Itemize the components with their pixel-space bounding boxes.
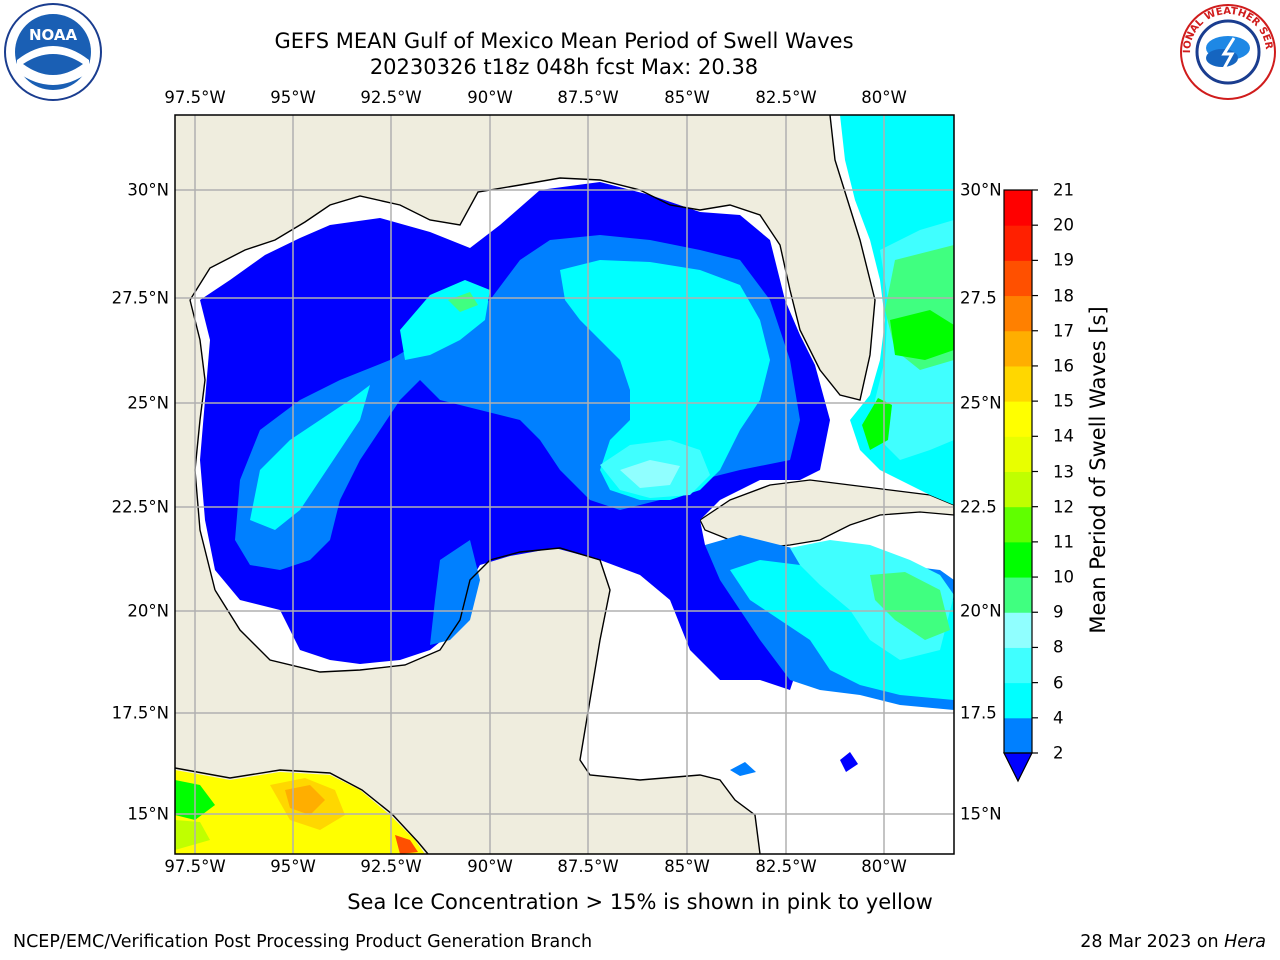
lon-tick-bottom: 90°W — [467, 857, 513, 876]
colorbar-tick-label: 15 — [1053, 391, 1074, 411]
colorbar-tick-label: 8 — [1053, 637, 1064, 657]
colorbar-tick-label: 4 — [1053, 708, 1064, 728]
colorbar-tick-label: 9 — [1053, 602, 1064, 622]
chart-title: GEFS MEAN Gulf of Mexico Mean Period of … — [274, 29, 854, 53]
lon-tick-bottom: 92.5°W — [360, 857, 422, 876]
colorbar-segment — [1004, 682, 1032, 719]
lat-tick-left: 20°N — [127, 601, 169, 621]
colorbar-tick-label: 11 — [1053, 532, 1074, 552]
colorbar-tick-label: 10 — [1053, 567, 1074, 587]
lon-tick-top: 85°W — [664, 88, 710, 107]
gridlines — [175, 115, 954, 854]
noaa-logo-icon: NOAA — [4, 3, 102, 101]
lon-tick-top: 97.5°W — [164, 88, 226, 107]
colorbar-segment — [1004, 401, 1032, 437]
colorbar-label: Mean Period of Swell Waves [s] — [1086, 306, 1110, 634]
lat-tick-left: 17.5°N — [111, 703, 169, 723]
colorbar-tick-label: 16 — [1053, 356, 1074, 376]
nws-logo-icon: NATIONAL WEATHER SERVICE — [1178, 2, 1276, 100]
nws-logo: NATIONAL WEATHER SERVICE — [1178, 2, 1278, 102]
map-layer — [175, 115, 954, 854]
colorbar-segment — [1004, 436, 1032, 472]
colorbar-tick-label: 14 — [1053, 426, 1074, 446]
lon-tick-top: 82.5°W — [755, 88, 817, 107]
colorbar-segment — [1004, 190, 1032, 226]
svg-text:NOAA: NOAA — [29, 26, 78, 44]
colorbar-segment — [1004, 225, 1032, 261]
lat-tick-right: 17.5 — [960, 703, 997, 723]
colorbar-segment — [1004, 541, 1032, 578]
colorbar-segment — [1004, 506, 1032, 543]
colorbar-tick-label: 18 — [1053, 286, 1074, 306]
noaa-logo: NOAA — [3, 2, 103, 102]
credit-right: 28 Mar 2023 on Hera — [1080, 932, 1266, 952]
lat-tick-left: 22.5°N — [111, 497, 169, 517]
credit-host: Hera — [1224, 932, 1266, 952]
lon-tick-top: 92.5°W — [360, 88, 422, 107]
colorbar-extend-min — [1003, 752, 1033, 783]
lat-tick-left: 30°N — [127, 180, 169, 200]
colorbar-tick-label: 6 — [1053, 673, 1064, 693]
colorbar-segment — [1004, 717, 1032, 754]
colorbar-tick-label: 17 — [1053, 321, 1074, 341]
lat-tick-left: 15°N — [127, 804, 169, 824]
lat-tick-left: 27.5°N — [111, 288, 169, 308]
chart-subtitle: 20230326 t18z 048h fcst Max: 20.38 — [369, 55, 759, 79]
colorbar-tick-label: 19 — [1053, 250, 1074, 270]
colorbar — [1003, 189, 1038, 783]
footnote: Sea Ice Concentration > 15% is shown in … — [0, 890, 1280, 914]
colorbar-tick-label: 2 — [1053, 743, 1064, 763]
map-frame — [174, 114, 955, 855]
lat-tick-right: 15°N — [960, 804, 1002, 824]
colorbar-segment — [1004, 647, 1032, 684]
lat-tick-right: 22.5 — [960, 497, 997, 517]
lat-tick-left: 25°N — [127, 393, 169, 413]
colorbar-segment — [1004, 330, 1032, 367]
colorbar-segment — [1004, 577, 1032, 613]
credit-left: NCEP/EMC/Verification Post Processing Pr… — [13, 932, 593, 952]
colorbar-segment — [1004, 295, 1032, 332]
credit-date: 28 Mar 2023 on — [1080, 932, 1225, 952]
lon-tick-bottom: 97.5°W — [164, 857, 226, 876]
lat-tick-right: 20°N — [960, 601, 1002, 621]
lon-tick-bottom: 80°W — [861, 857, 907, 876]
lat-tick-right: 27.5 — [960, 288, 997, 308]
colorbar-tick-label: 12 — [1053, 497, 1074, 517]
colorbar-segment — [1004, 260, 1032, 297]
colorbar-segment — [1004, 365, 1032, 402]
lon-tick-top: 80°W — [861, 88, 907, 107]
colorbar-segment — [1004, 471, 1032, 508]
lon-tick-bottom: 87.5°W — [557, 857, 619, 876]
lon-tick-top: 87.5°W — [557, 88, 619, 107]
lon-tick-bottom: 85°W — [664, 857, 710, 876]
lon-tick-bottom: 82.5°W — [755, 857, 817, 876]
colorbar-tick-label: 21 — [1053, 180, 1074, 200]
footnote-text: Sea Ice Concentration > 15% is shown in … — [347, 890, 933, 914]
lon-tick-top: 95°W — [270, 88, 316, 107]
lat-tick-right: 30°N — [960, 180, 1002, 200]
colorbar-segment — [1004, 612, 1032, 648]
lon-tick-bottom: 95°W — [270, 857, 316, 876]
coastlines — [175, 115, 876, 854]
lat-tick-right: 25°N — [960, 393, 1002, 413]
lon-tick-top: 90°W — [467, 88, 513, 107]
colorbar-tick-label: 13 — [1053, 462, 1074, 481]
colorbar-tick-label: 20 — [1053, 215, 1074, 235]
